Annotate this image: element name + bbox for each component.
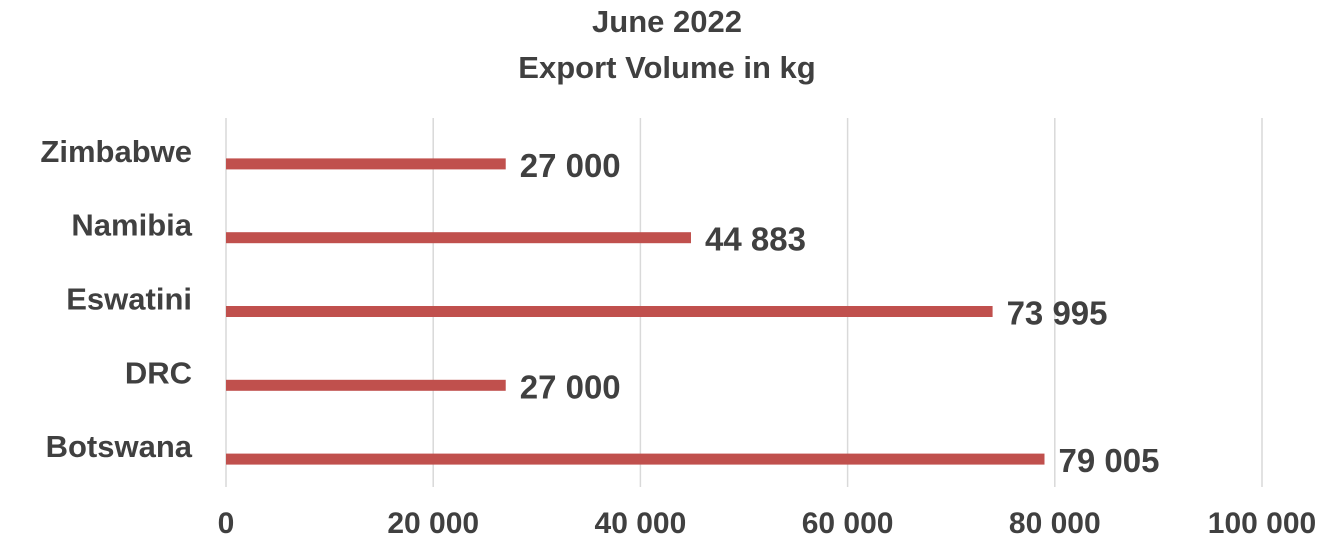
bar (226, 232, 691, 244)
category-label: Eswatini (66, 282, 192, 317)
category-label: Botswana (46, 429, 193, 464)
category-label: Namibia (71, 208, 192, 243)
x-tick-label: 80 000 (1009, 507, 1101, 540)
bar (226, 306, 993, 317)
bar (226, 158, 506, 170)
bar (226, 453, 1045, 465)
x-tick-label: 0 (218, 507, 235, 540)
data-label: 27 000 (520, 368, 621, 405)
data-label: 27 000 (520, 147, 621, 184)
chart-subtitle: Export Volume in kg (518, 50, 816, 85)
x-tick-label: 60 000 (802, 507, 894, 540)
data-label: 73 995 (1007, 295, 1108, 332)
x-tick-label: 40 000 (595, 507, 687, 540)
x-tick-label: 100 000 (1208, 507, 1316, 540)
data-label: 44 883 (705, 221, 806, 258)
bar (226, 379, 506, 391)
x-tick-label: 20 000 (387, 507, 479, 540)
chart-title: June 2022 (592, 4, 742, 39)
category-label: Zimbabwe (40, 134, 192, 169)
data-label: 79 005 (1058, 442, 1159, 479)
category-label: DRC (125, 355, 192, 390)
